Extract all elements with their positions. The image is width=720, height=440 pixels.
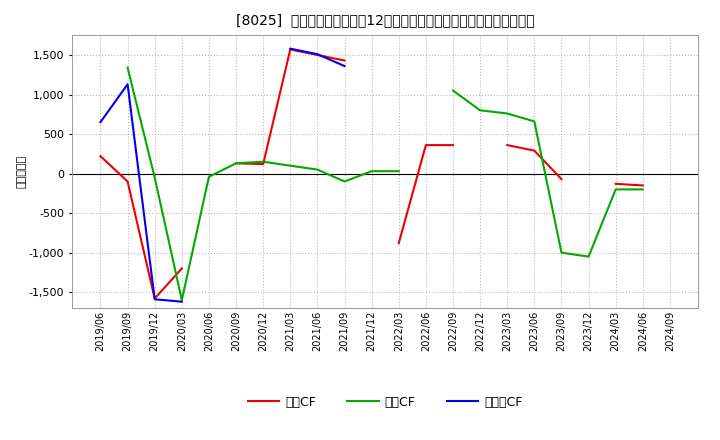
営業CF (639, 183, 647, 188)
フリーCF (96, 120, 105, 125)
営業CF (232, 161, 240, 166)
Legend: 営業CF, 投資CF, フリーCF: 営業CF, 投資CF, フリーCF (243, 391, 528, 414)
フリーCF (150, 297, 159, 302)
営業CF (313, 52, 322, 58)
営業CF (123, 179, 132, 184)
Line: 営業CF: 営業CF (101, 49, 643, 298)
投資CF (313, 167, 322, 172)
営業CF (96, 154, 105, 159)
投資CF (557, 250, 566, 255)
投資CF (503, 111, 511, 116)
営業CF (503, 143, 511, 148)
投資CF (584, 254, 593, 259)
営業CF (530, 148, 539, 153)
フリーCF (123, 81, 132, 87)
営業CF (341, 58, 349, 63)
フリーCF (341, 63, 349, 69)
営業CF (178, 266, 186, 271)
投資CF (341, 179, 349, 184)
営業CF (449, 143, 457, 148)
営業CF (259, 161, 268, 167)
投資CF (204, 174, 213, 180)
営業CF (611, 181, 620, 187)
フリーCF (286, 46, 294, 51)
投資CF (286, 163, 294, 169)
投資CF (150, 175, 159, 180)
営業CF (286, 47, 294, 52)
Line: フリーCF: フリーCF (101, 49, 670, 302)
投資CF (449, 88, 457, 93)
フリーCF (449, 59, 457, 64)
フリーCF (557, 260, 566, 266)
Line: 投資CF: 投資CF (127, 68, 643, 300)
投資CF (259, 159, 268, 165)
投資CF (395, 169, 403, 174)
フリーCF (665, 191, 674, 196)
投資CF (639, 187, 647, 192)
投資CF (123, 65, 132, 70)
投資CF (611, 187, 620, 192)
投資CF (476, 108, 485, 113)
フリーCF (611, 194, 620, 199)
投資CF (367, 169, 376, 174)
フリーCF (178, 299, 186, 304)
営業CF (421, 143, 430, 148)
営業CF (150, 296, 159, 301)
営業CF (557, 176, 566, 182)
投資CF (530, 119, 539, 124)
フリーCF (395, 239, 403, 244)
Y-axis label: （百万円）: （百万円） (16, 155, 26, 188)
Title: [8025]  キャッシュフローの12か月移動合計の対前年同期増減額の推移: [8025] キャッシュフローの12か月移動合計の対前年同期増減額の推移 (236, 13, 534, 27)
フリーCF (503, 85, 511, 90)
フリーCF (313, 51, 322, 57)
営業CF (395, 241, 403, 246)
投資CF (178, 297, 186, 303)
投資CF (232, 161, 240, 166)
